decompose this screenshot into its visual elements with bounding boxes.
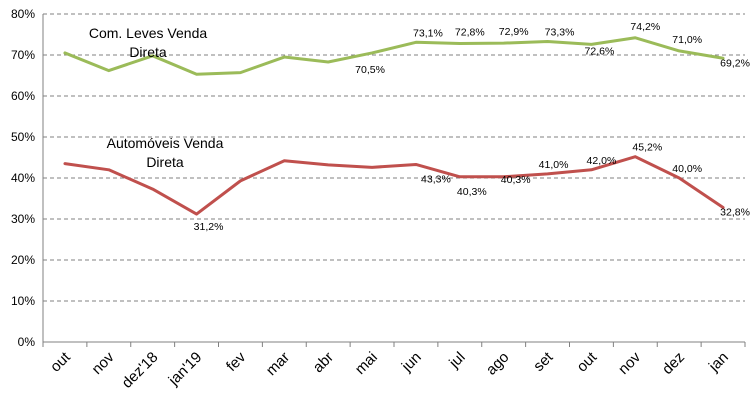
data-labels: 70,5% 73,1% 72,8% 72,9% 73,3% 72,6% 74,2% 71,0%…: [194, 21, 750, 233]
series-line: [63, 36, 725, 76]
y-tick-label: 20%: [11, 253, 35, 267]
x-tick-label: mai: [352, 349, 381, 378]
data-label: 74,2%: [630, 21, 660, 33]
y-tick-label: 0%: [18, 335, 36, 349]
y-tick-label: 50%: [11, 130, 35, 144]
series-lines: [63, 36, 725, 216]
data-label: 41,0%: [539, 159, 569, 171]
x-tick-label: jul: [445, 349, 468, 372]
x-tick-label: jan: [705, 349, 732, 376]
data-label: 40,3%: [501, 174, 531, 186]
data-label: 72,8%: [455, 27, 485, 39]
data-label: 73,1%: [413, 27, 443, 39]
x-tick-label: ago: [483, 349, 513, 379]
x-axis-ticks: out nov dez'18 jan'19 fev mar abr mai jun jul ago s…: [42, 342, 746, 392]
x-tick-label: nov: [89, 348, 118, 377]
data-label: 40,0%: [672, 163, 702, 175]
series-name-line: Direta: [129, 44, 167, 60]
data-label: 69,2%: [720, 57, 750, 69]
x-tick-label: dez: [659, 349, 688, 378]
x-tick-label: fev: [223, 348, 250, 375]
x-tick-label: jan'19: [165, 349, 206, 390]
series-names: Com. Leves Venda Direta Automóveis Venda Di…: [89, 25, 224, 170]
series-name-label: Com. Leves Venda Direta: [89, 25, 208, 60]
x-tick-label: mar: [263, 349, 293, 379]
data-label: 43,3%: [421, 173, 451, 185]
x-tick-label: out: [47, 348, 74, 375]
data-label: 42,0%: [587, 155, 617, 167]
x-tick-label: out: [573, 348, 600, 375]
data-label: 40,3%: [457, 186, 487, 198]
y-tick-label: 40%: [11, 171, 35, 185]
series-name-label: Automóveis Venda Direta: [107, 135, 224, 170]
x-tick-label: set: [530, 348, 557, 375]
y-tick-label: 30%: [11, 212, 35, 226]
data-label: 71,0%: [672, 34, 702, 46]
data-label: 72,9%: [499, 26, 529, 38]
y-tick-label: 70%: [11, 48, 35, 62]
series-name-line: Com. Leves Venda: [89, 25, 208, 41]
series-name-line: Automóveis Venda: [107, 135, 224, 151]
data-label: 45,2%: [632, 142, 662, 154]
data-label: 70,5%: [355, 64, 385, 76]
data-label: 32,8%: [720, 207, 750, 219]
gridlines: [42, 13, 745, 343]
data-label: 73,3%: [545, 26, 575, 38]
x-tick-label: nov: [615, 348, 644, 377]
x-tick-label: abr: [310, 349, 337, 376]
data-label: 72,6%: [585, 45, 615, 57]
x-tick-label: dez'18: [119, 349, 162, 392]
data-label: 31,2%: [194, 221, 224, 233]
x-tick-label: jun: [398, 349, 425, 376]
y-tick-label: 60%: [11, 89, 35, 103]
series-name-line: Direta: [146, 154, 184, 170]
y-axis-ticks: 0% 10% 20% 30% 40% 50% 60% 70% 80%: [11, 7, 35, 349]
y-tick-label: 80%: [11, 7, 35, 21]
series-line: [63, 155, 725, 216]
y-tick-label: 10%: [11, 294, 35, 308]
